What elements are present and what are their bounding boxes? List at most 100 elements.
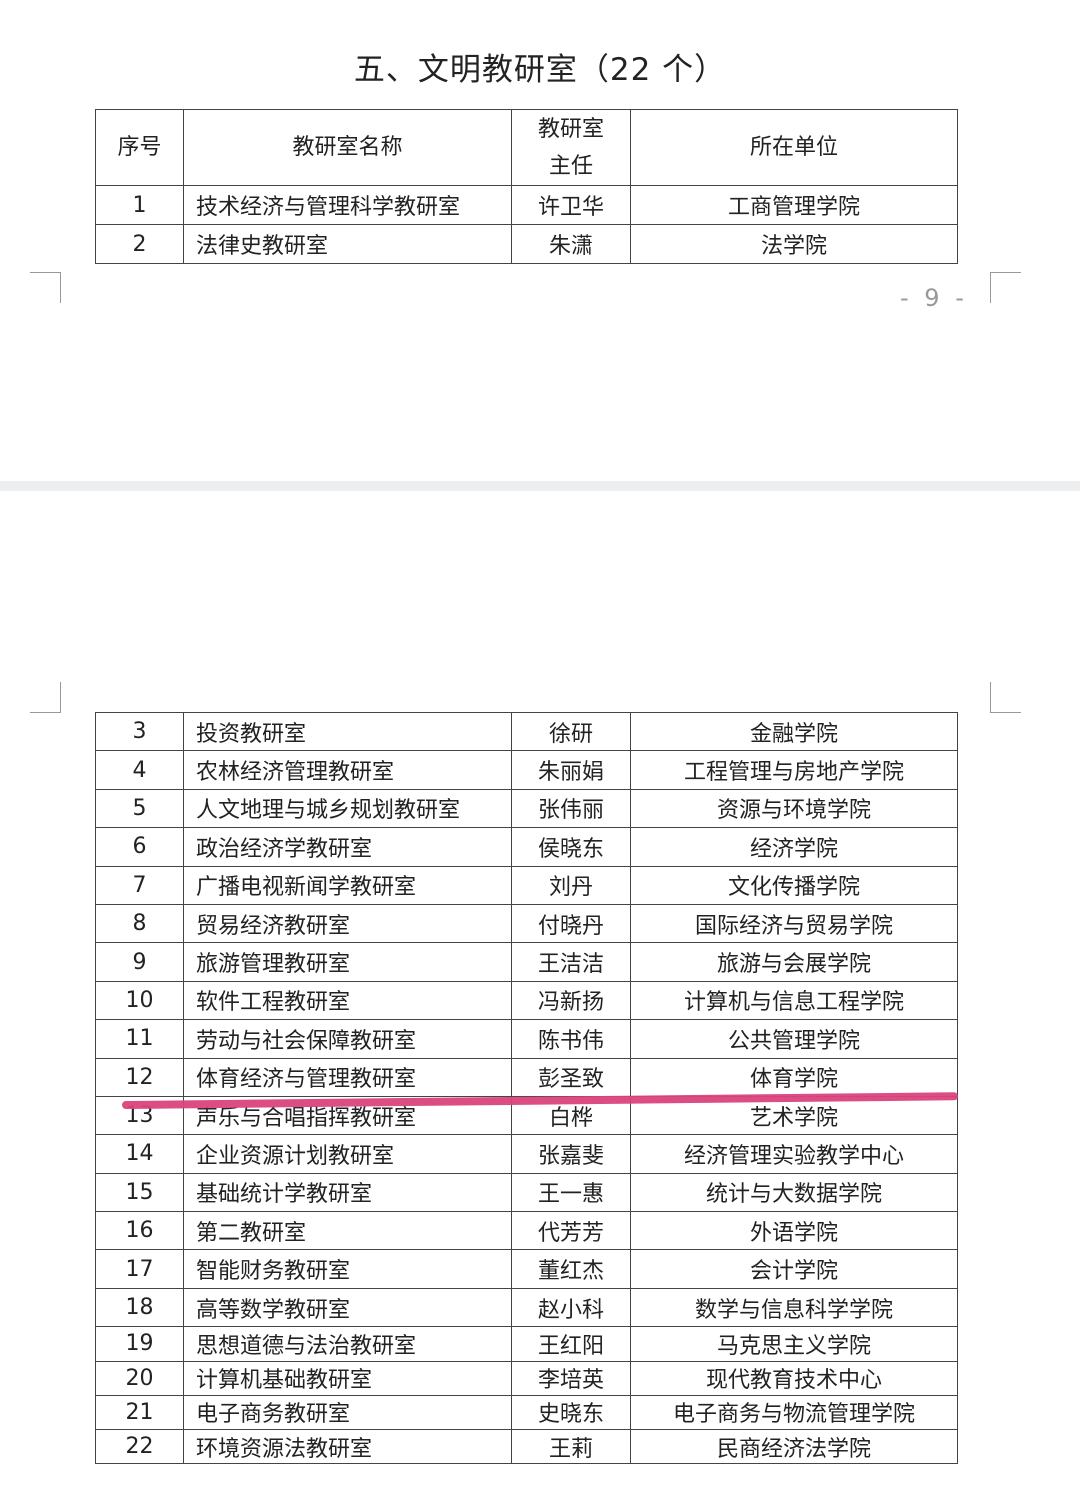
- cell-unit: 公共管理学院: [630, 1019, 958, 1059]
- cell-name: 智能财务教研室: [183, 1249, 512, 1289]
- cell-name: 基础统计学教研室: [183, 1172, 512, 1213]
- cell-name: 计算机基础教研室: [183, 1360, 512, 1396]
- header-director: 教研室主任: [511, 109, 631, 186]
- page-corner-mark: [990, 272, 1021, 303]
- cell-director: 冯新扬: [511, 980, 631, 1021]
- cell-no: 7: [95, 865, 184, 905]
- cell-director: 王红阳: [511, 1326, 631, 1362]
- cell-unit: 现代教育技术中心: [630, 1360, 958, 1396]
- header-name: 教研室名称: [183, 109, 512, 186]
- header-director-label: 教研室主任: [537, 116, 604, 179]
- table-row: 14 企业资源计划教研室 张嘉斐 经济管理实验教学中心: [95, 1134, 958, 1174]
- cell-unit: 国际经济与贸易学院: [630, 903, 958, 944]
- cell-name: 思想道德与法治教研室: [183, 1326, 512, 1362]
- table-row: 10 软件工程教研室 冯新扬 计算机与信息工程学院: [95, 980, 958, 1021]
- cell-director: 张嘉斐: [511, 1134, 631, 1174]
- cell-unit: 工商管理学院: [630, 185, 958, 225]
- table-row: 1 技术经济与管理科学教研室 许卫华 工商管理学院: [95, 185, 958, 225]
- cell-no: 15: [95, 1172, 184, 1213]
- table-row: 7 广播电视新闻学教研室 刘丹 文化传播学院: [95, 865, 958, 905]
- cell-director: 李培英: [511, 1360, 631, 1396]
- page-number: - 9 -: [900, 284, 968, 312]
- cell-name: 法律史教研室: [183, 224, 512, 264]
- cell-no: 12: [95, 1057, 184, 1097]
- cell-unit: 资源与环境学院: [630, 788, 958, 829]
- header-unit: 所在单位: [630, 109, 958, 186]
- cell-director: 陈书伟: [511, 1019, 631, 1059]
- cell-director: 刘丹: [511, 865, 631, 905]
- table-row: 19 思想道德与法治教研室 王红阳 马克思主义学院: [95, 1326, 958, 1362]
- cell-director: 侯晓东: [511, 827, 631, 867]
- cell-no: 3: [95, 711, 184, 752]
- table-row: 11 劳动与社会保障教研室 陈书伟 公共管理学院: [95, 1019, 958, 1059]
- cell-director: 王一惠: [511, 1172, 631, 1213]
- cell-unit: 统计与大数据学院: [630, 1172, 958, 1213]
- cell-no: 11: [95, 1019, 184, 1059]
- cell-director: 徐研: [511, 711, 631, 752]
- cell-no: 18: [95, 1287, 184, 1328]
- cell-director: 朱丽娟: [511, 750, 631, 790]
- cell-name: 劳动与社会保障教研室: [183, 1019, 512, 1059]
- cell-name: 企业资源计划教研室: [183, 1134, 512, 1174]
- table-row: 17 智能财务教研室 董红杰 会计学院: [95, 1249, 958, 1289]
- cell-unit: 计算机与信息工程学院: [630, 980, 958, 1021]
- cell-name: 农林经济管理教研室: [183, 750, 512, 790]
- cell-no: 20: [95, 1360, 184, 1396]
- cell-unit: 外语学院: [630, 1211, 958, 1251]
- lab-table-page2: 3 投资教研室 徐研 金融学院 4 农林经济管理教研室 朱丽娟 工程管理与房地产学院 5 人文地理…: [95, 711, 958, 1465]
- cell-director: 董红杰: [511, 1249, 631, 1289]
- page-separator: [0, 481, 1080, 491]
- table-row: 2 法律史教研室 朱潇 法学院: [95, 224, 958, 264]
- cell-no: 2: [95, 224, 184, 264]
- cell-no: 8: [95, 903, 184, 944]
- cell-director: 付晓丹: [511, 903, 631, 944]
- page-corner-mark: [990, 682, 1021, 713]
- cell-unit: 会计学院: [630, 1249, 958, 1289]
- cell-no: 10: [95, 980, 184, 1021]
- cell-name: 第二教研室: [183, 1211, 512, 1251]
- table-row: 15 基础统计学教研室 王一惠 统计与大数据学院: [95, 1172, 958, 1213]
- table-row: 5 人文地理与城乡规划教研室 张伟丽 资源与环境学院: [95, 788, 958, 829]
- cell-name: 投资教研室: [183, 711, 512, 752]
- table-row: 18 高等数学教研室 赵小科 数学与信息科学学院: [95, 1287, 958, 1328]
- cell-unit: 经济管理实验教学中心: [630, 1134, 958, 1174]
- cell-no: 4: [95, 750, 184, 790]
- header-no: 序号: [95, 109, 184, 186]
- cell-name: 政治经济学教研室: [183, 827, 512, 867]
- table-row: 16 第二教研室 代芳芳 外语学院: [95, 1211, 958, 1251]
- cell-director: 赵小科: [511, 1287, 631, 1328]
- cell-name: 高等数学教研室: [183, 1287, 512, 1328]
- cell-unit: 体育学院: [630, 1057, 958, 1097]
- cell-no: 17: [95, 1249, 184, 1289]
- cell-director: 朱潇: [511, 224, 631, 264]
- cell-no: 19: [95, 1326, 184, 1362]
- cell-name: 软件工程教研室: [183, 980, 512, 1021]
- cell-director: 王洁洁: [511, 942, 631, 982]
- table-row: 9 旅游管理教研室 王洁洁 旅游与会展学院: [95, 942, 958, 982]
- cell-name: 旅游管理教研室: [183, 942, 512, 982]
- cell-no: 21: [95, 1394, 184, 1431]
- cell-no: 16: [95, 1211, 184, 1251]
- cell-unit: 金融学院: [630, 711, 958, 752]
- table-header-row: 序号 教研室名称 教研室主任 所在单位: [95, 109, 958, 186]
- cell-unit: 工程管理与房地产学院: [630, 750, 958, 790]
- cell-unit: 民商经济法学院: [630, 1429, 958, 1465]
- cell-unit: 文化传播学院: [630, 865, 958, 905]
- cell-unit: 旅游与会展学院: [630, 942, 958, 982]
- cell-director: 代芳芳: [511, 1211, 631, 1251]
- cell-name: 环境资源法教研室: [183, 1429, 512, 1465]
- page-corner-mark: [30, 682, 61, 713]
- cell-no: 9: [95, 942, 184, 982]
- cell-unit: 马克思主义学院: [630, 1326, 958, 1362]
- table-row: 12 体育经济与管理教研室 彭圣致 体育学院: [95, 1057, 958, 1097]
- cell-no: 22: [95, 1429, 184, 1465]
- cell-director: 史晓东: [511, 1394, 631, 1431]
- cell-name: 贸易经济教研室: [183, 903, 512, 944]
- table-row: 6 政治经济学教研室 侯晓东 经济学院: [95, 827, 958, 867]
- table-row: 8 贸易经济教研室 付晓丹 国际经济与贸易学院: [95, 903, 958, 944]
- cell-no: 6: [95, 827, 184, 867]
- cell-name: 广播电视新闻学教研室: [183, 865, 512, 905]
- cell-unit: 电子商务与物流管理学院: [630, 1394, 958, 1431]
- cell-name: 体育经济与管理教研室: [183, 1057, 512, 1097]
- cell-no: 5: [95, 788, 184, 829]
